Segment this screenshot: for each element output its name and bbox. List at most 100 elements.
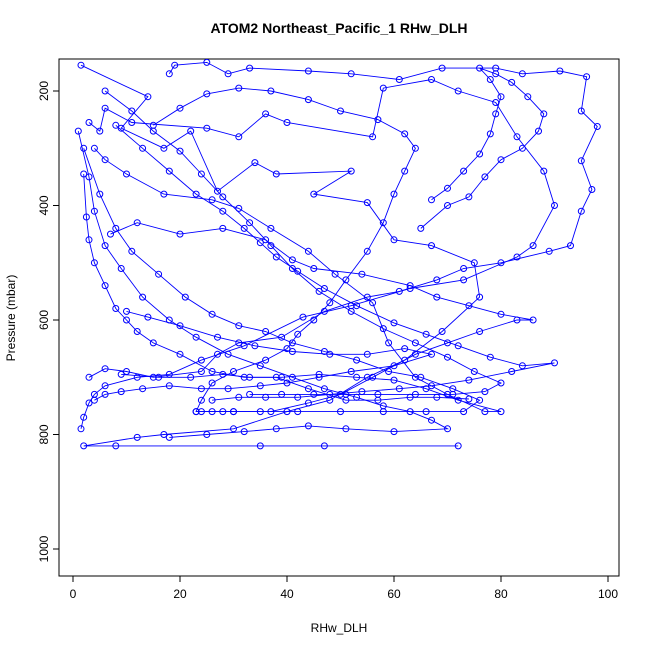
data-point [77,61,85,69]
y-axis-label: Pressure (mbar) [4,275,18,362]
data-point [171,61,179,69]
x-axis: 0 20 40 60 80 100 [70,575,618,601]
data-point [288,373,296,381]
data-point [347,70,355,78]
data-point [160,190,168,198]
data-point [449,390,457,398]
data-point [374,390,382,398]
data-point [235,84,243,92]
data-point [369,133,377,141]
data-point [101,282,109,290]
data-point [123,316,130,324]
data-point [133,219,141,227]
data-point [203,59,211,66]
data-point [315,373,323,381]
data-point [128,247,136,255]
data-point [224,385,232,393]
data-point [283,345,291,353]
data-point [304,399,312,407]
data-point [326,299,334,307]
data-point [518,362,526,370]
data-point [165,382,173,390]
data-point [214,187,221,195]
series-5 [90,144,505,416]
data-point [144,93,152,101]
data-point [299,313,307,321]
series-4 [80,170,473,404]
data-point [240,342,248,350]
data-point [390,376,398,384]
data-point [379,325,387,333]
data-point [267,242,275,250]
data-point [294,330,302,338]
data-point [256,408,264,416]
data-point [411,144,419,152]
data-point [411,339,419,347]
data-point [476,396,484,404]
data-point [513,316,521,324]
series-3 [85,59,601,381]
data-point [165,433,173,441]
data-point [165,167,173,175]
data-point [326,350,334,358]
data-point [77,425,85,433]
data-point [107,230,114,238]
data-point [278,390,286,398]
data-point [593,123,601,130]
data-point [304,247,312,255]
data-point [101,242,109,250]
data-point [422,408,430,416]
data-point [208,408,216,416]
data-point [304,422,312,430]
data-point [197,368,205,375]
x-axis-label: RHw_DLH [311,621,368,635]
data-point [267,224,275,232]
data-point [428,350,435,358]
data-point [230,368,237,375]
series-line [80,79,555,429]
data-point [160,144,168,152]
data-point [219,224,227,232]
data-point [460,265,468,272]
data-point [551,359,558,367]
data-point [96,190,104,198]
data-point [256,442,264,450]
data-point [320,348,328,355]
data-point [203,90,211,98]
data-point [139,293,147,301]
data-point [310,190,318,198]
data-point [518,70,526,78]
data-point [406,282,414,290]
series-12 [90,307,435,404]
data-point [508,368,516,375]
data-point [149,127,157,135]
data-point [476,328,484,335]
data-point [454,87,462,95]
data-point [160,431,168,438]
data-point [353,302,361,310]
data-point [540,167,548,175]
y-axis: 200 400 600 800 1000 [37,81,60,562]
data-point [401,167,409,175]
data-point [101,87,109,95]
data-point [417,373,425,381]
data-point [208,310,216,318]
series-line [88,61,598,378]
data-point [529,242,537,250]
data-point [358,270,366,278]
data-point [320,442,328,450]
data-point [176,230,184,238]
data-point [208,379,216,387]
data-point [460,167,468,175]
data-point [235,393,243,401]
data-point [577,107,585,115]
data-point [433,276,441,284]
data-point [235,322,243,330]
x-tick-label: 40 [280,587,294,601]
series-8 [74,127,451,441]
data-point [251,159,259,167]
data-point [460,408,468,416]
data-point [374,116,382,124]
